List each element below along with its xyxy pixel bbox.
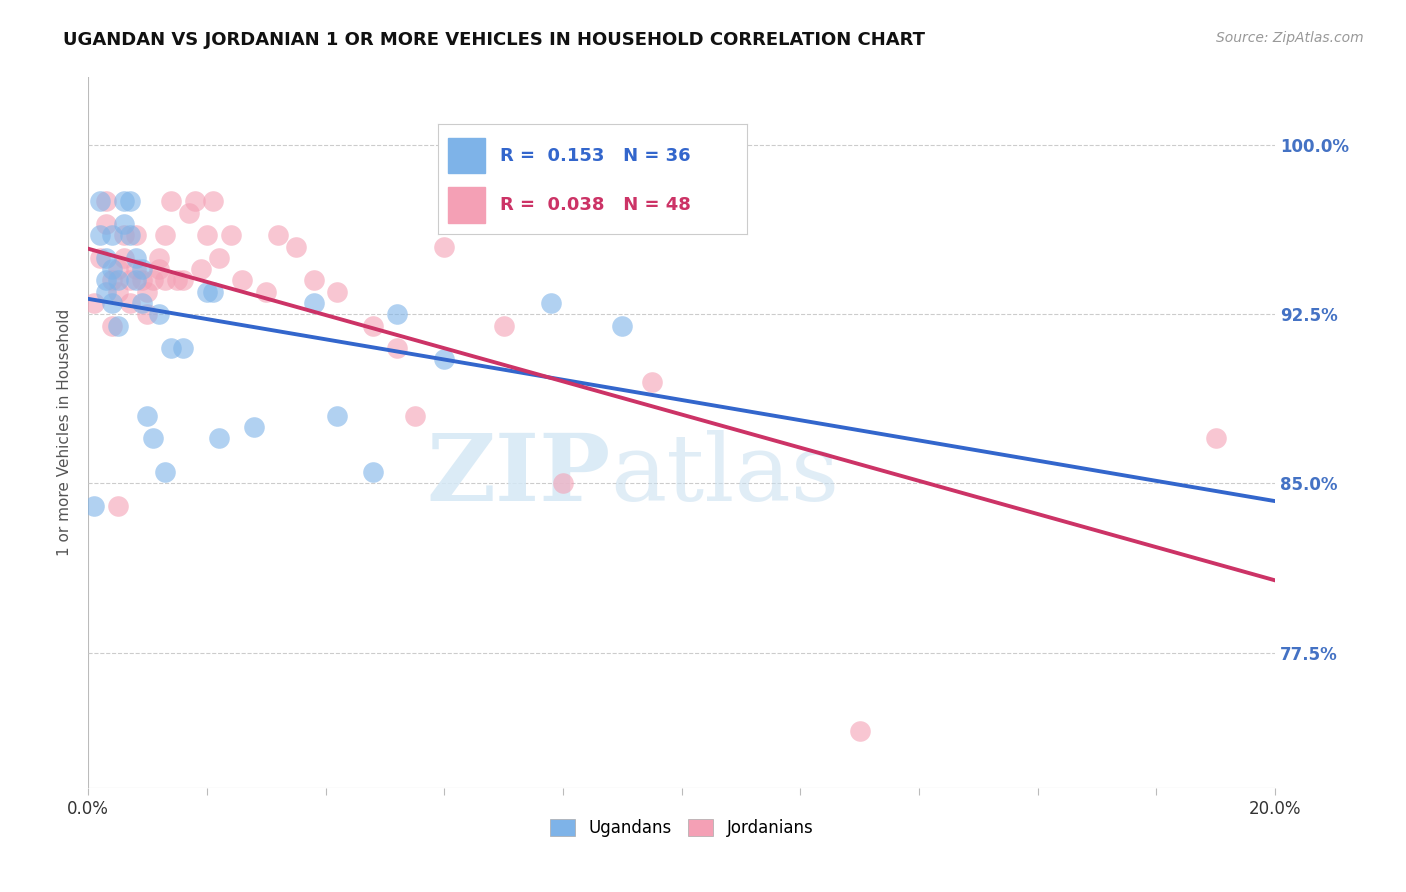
Point — [124, 228, 146, 243]
Point — [201, 194, 224, 209]
Point — [208, 251, 231, 265]
Point — [155, 465, 177, 479]
Point — [118, 273, 141, 287]
Point — [118, 228, 141, 243]
Point — [302, 273, 325, 287]
Point — [101, 273, 124, 287]
Point — [433, 352, 456, 367]
Point — [612, 318, 634, 333]
Point — [124, 251, 146, 265]
Point — [361, 318, 384, 333]
Point — [326, 409, 349, 423]
Point — [89, 251, 111, 265]
Point — [201, 285, 224, 299]
Point — [208, 431, 231, 445]
Point — [101, 296, 124, 310]
Point — [94, 273, 117, 287]
Point — [267, 228, 290, 243]
Point — [118, 194, 141, 209]
Point — [107, 285, 129, 299]
Point — [112, 217, 135, 231]
Point — [112, 251, 135, 265]
Text: UGANDAN VS JORDANIAN 1 OR MORE VEHICLES IN HOUSEHOLD CORRELATION CHART: UGANDAN VS JORDANIAN 1 OR MORE VEHICLES … — [63, 31, 925, 49]
Point — [551, 476, 574, 491]
Point — [641, 375, 664, 389]
Point — [131, 262, 153, 277]
Point — [94, 251, 117, 265]
Point — [540, 296, 562, 310]
Point — [107, 318, 129, 333]
Point — [1205, 431, 1227, 445]
Point — [302, 296, 325, 310]
Point — [148, 307, 170, 321]
Point — [184, 194, 207, 209]
Point — [124, 273, 146, 287]
Point — [190, 262, 212, 277]
Point — [89, 194, 111, 209]
Point — [142, 273, 165, 287]
Point — [492, 318, 515, 333]
Point — [112, 228, 135, 243]
Point — [160, 194, 183, 209]
Point — [848, 724, 870, 739]
Point — [148, 262, 170, 277]
Text: Source: ZipAtlas.com: Source: ZipAtlas.com — [1216, 31, 1364, 45]
Point — [243, 420, 266, 434]
Point — [136, 307, 159, 321]
Point — [195, 285, 218, 299]
Point — [107, 499, 129, 513]
Point — [433, 239, 456, 253]
Point — [131, 296, 153, 310]
Point — [404, 409, 426, 423]
Point — [131, 273, 153, 287]
Point — [124, 262, 146, 277]
Point — [94, 194, 117, 209]
Point — [284, 239, 307, 253]
Point — [155, 273, 177, 287]
Point — [195, 228, 218, 243]
Point — [136, 285, 159, 299]
Point — [361, 465, 384, 479]
Point — [160, 341, 183, 355]
Point — [231, 273, 253, 287]
Y-axis label: 1 or more Vehicles in Household: 1 or more Vehicles in Household — [58, 309, 72, 557]
Point — [142, 431, 165, 445]
Point — [101, 262, 124, 277]
Point — [107, 273, 129, 287]
Point — [83, 296, 105, 310]
Point — [385, 307, 408, 321]
Point — [94, 217, 117, 231]
Point — [172, 341, 194, 355]
Point — [101, 228, 124, 243]
Point — [136, 409, 159, 423]
Point — [83, 499, 105, 513]
Point — [94, 285, 117, 299]
Point — [177, 206, 200, 220]
Legend: Ugandans, Jordanians: Ugandans, Jordanians — [543, 812, 820, 844]
Text: ZIP: ZIP — [426, 430, 610, 520]
Point — [148, 251, 170, 265]
Point — [89, 228, 111, 243]
Point — [155, 228, 177, 243]
Point — [326, 285, 349, 299]
Point — [254, 285, 277, 299]
Point — [112, 194, 135, 209]
Point — [166, 273, 188, 287]
Point — [101, 318, 124, 333]
Point — [385, 341, 408, 355]
Point — [172, 273, 194, 287]
Point — [118, 296, 141, 310]
Point — [219, 228, 242, 243]
Text: atlas: atlas — [610, 430, 839, 520]
Point — [107, 262, 129, 277]
